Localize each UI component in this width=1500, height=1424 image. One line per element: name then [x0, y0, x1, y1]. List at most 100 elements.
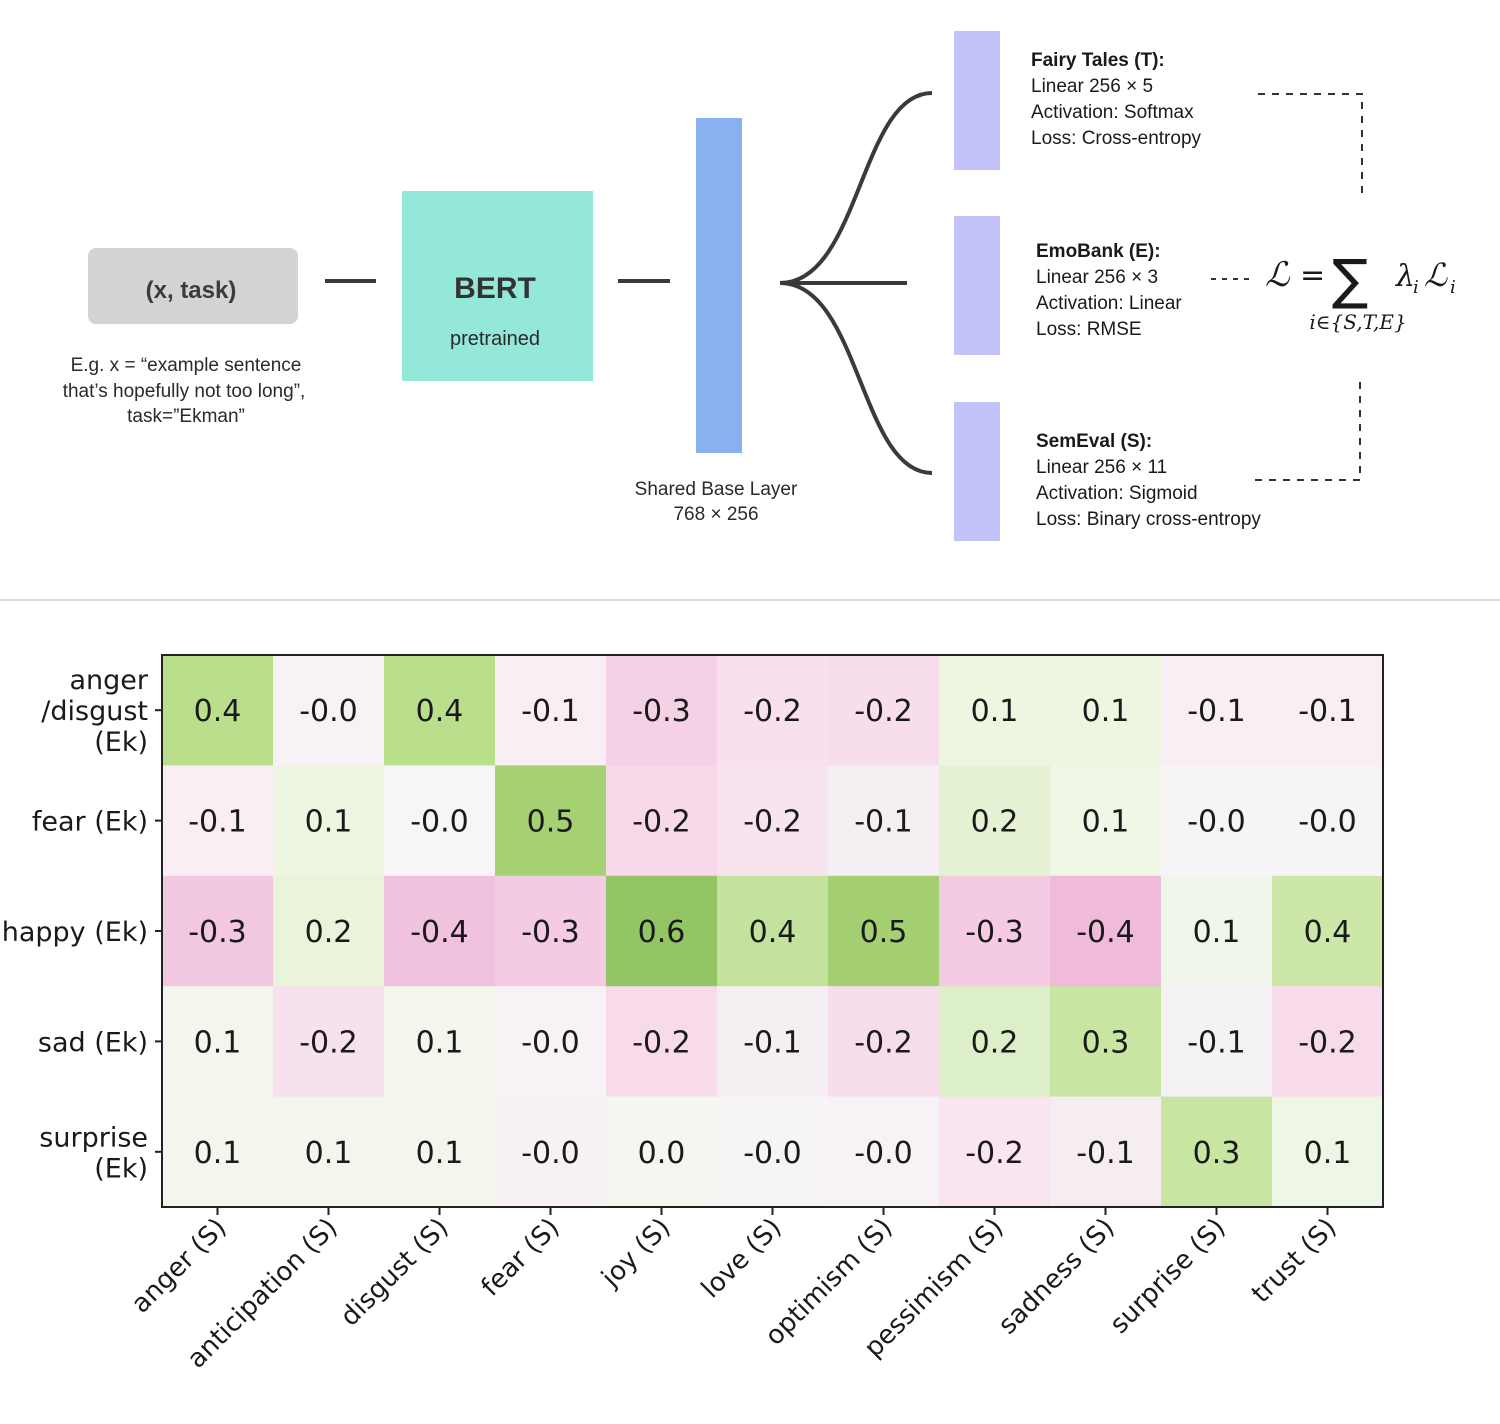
heatmap-cell: [273, 655, 385, 766]
heatmap-cell-value: -0.4: [1076, 915, 1135, 950]
heatmap-cell-value: -0.2: [632, 805, 691, 840]
column-label: fear (S): [476, 1213, 566, 1303]
heatmap-cell-value: -0.0: [521, 1136, 580, 1171]
lambda-symbol: λ: [1395, 259, 1415, 294]
heatmap-cell: [1050, 1096, 1162, 1208]
head-detail: Loss: Cross-entropy: [1031, 128, 1202, 149]
heatmap-cell-value: 0.0: [638, 1136, 686, 1171]
lambda-subscript: i: [1413, 277, 1419, 298]
heatmap-cell-value: -0.2: [854, 694, 913, 729]
input-caption-line: task=”Ekman”: [127, 406, 245, 427]
column-label: sadness (S): [993, 1213, 1121, 1341]
heatmap-cell-value: 0.1: [194, 1136, 242, 1171]
heatmap-cell-value: -0.2: [1298, 1025, 1357, 1060]
head-detail: Linear 256 × 5: [1031, 76, 1153, 97]
column-label: trust (S): [1246, 1213, 1342, 1309]
row-label: /disgust: [41, 696, 148, 727]
heatmap-cell-value: -0.3: [632, 694, 691, 729]
heatmap-cell-value: -0.0: [1187, 805, 1246, 840]
heatmap-cell: [606, 875, 718, 987]
heatmap-cell: [162, 986, 274, 1098]
loss-equals: =: [1300, 258, 1325, 293]
heatmap-cell-value: 0.4: [194, 694, 242, 729]
heatmap-cell-value: -0.0: [854, 1136, 913, 1171]
heatmap-cell: [939, 765, 1051, 877]
heatmap-cell-value: -0.1: [188, 805, 247, 840]
heatmap-cell-value: 0.5: [527, 805, 575, 840]
heatmap-cell: [939, 986, 1051, 1098]
heatmap-cell: [495, 986, 607, 1098]
heatmap-cell-value: -0.1: [521, 694, 580, 729]
shared-layer-dims: 768 × 256: [673, 504, 758, 525]
heatmap-column-labels: anger (S)anticipation (S)disgust (S) fear…: [126, 1207, 1342, 1374]
row-label: surprise: [39, 1122, 148, 1153]
heatmap-cell-value: -0.1: [1187, 1025, 1246, 1060]
heatmap-cell-value: -0.0: [521, 1025, 580, 1060]
head-detail: Activation: Softmax: [1031, 102, 1194, 123]
head-block-fairy-tales: [954, 31, 1000, 170]
heatmap-cell-value: -0.3: [965, 915, 1024, 950]
head-detail: Activation: Linear: [1036, 293, 1182, 314]
heatmap-cell: [606, 986, 718, 1098]
head-title: SemEval (S):: [1036, 431, 1152, 452]
heatmap-cell-value: 0.1: [305, 1136, 353, 1171]
heatmap-cell: [384, 765, 496, 877]
heatmap-cell-value: 0.1: [305, 805, 353, 840]
heatmap-cell-value: 0.5: [860, 915, 908, 950]
heatmap-cell-value: -0.0: [743, 1136, 802, 1171]
heatmap-cell: [717, 875, 829, 987]
loss-term-subscript: i: [1450, 277, 1456, 298]
heatmap-cell: [495, 875, 607, 987]
column-label: surprise (S): [1104, 1213, 1231, 1340]
column-label: joy (S): [595, 1213, 676, 1294]
heatmap-cell-value: -0.2: [299, 1025, 358, 1060]
dashed-connector-bottom: [1253, 382, 1361, 481]
heatmap-cell: [717, 1096, 829, 1208]
row-label: fear (Ek): [32, 807, 148, 838]
input-caption-line: E.g. x = “example sentence: [71, 355, 302, 376]
head-detail: Linear 256 × 3: [1036, 267, 1158, 288]
head-detail: Loss: RMSE: [1036, 319, 1142, 340]
branch-curve-top: [779, 91, 933, 285]
heatmap-cell: [384, 655, 496, 766]
heatmap-cell: [606, 1096, 718, 1208]
heatmap-cell: [1272, 986, 1384, 1098]
heatmap-cell-value: 0.2: [305, 915, 353, 950]
heatmap-cell: [1050, 765, 1162, 877]
heatmap-cell: [1050, 986, 1162, 1098]
heatmap-cell-value: -0.0: [1298, 805, 1357, 840]
bert-subtitle: pretrained: [450, 328, 540, 350]
heatmap-cell-value: 0.1: [416, 1025, 464, 1060]
input-caption-line: that’s hopefully not too long”,: [63, 381, 306, 402]
heatmap-cell-value: -0.2: [854, 1025, 913, 1060]
heatmap-cell: [1272, 765, 1384, 877]
heatmap-cell-value: 0.2: [971, 805, 1019, 840]
heatmap-cell: [1161, 1096, 1273, 1208]
head-title: Fairy Tales (T):: [1031, 50, 1165, 71]
heatmap-cell-value: -0.4: [410, 915, 469, 950]
heatmap-cell: [273, 765, 385, 877]
heatmap-cell: [162, 765, 274, 877]
sum-range: i∈{S,T,E}: [1309, 310, 1406, 334]
heatmap-cell: [828, 986, 940, 1098]
heatmap-cell-value: 0.1: [1082, 694, 1130, 729]
bert-title: BERT: [454, 272, 536, 305]
column-label: love (S): [696, 1213, 788, 1305]
heatmap-cell: [162, 655, 274, 766]
heatmap-cell: [717, 765, 829, 877]
heatmap-cells: [162, 655, 1384, 1208]
heatmap-cell: [162, 875, 274, 987]
dashed-connector-top: [1258, 93, 1363, 196]
heatmap-cell-value: 0.1: [1082, 805, 1130, 840]
head-block-semeval: [954, 402, 1000, 541]
heatmap-cell-value: -0.1: [743, 1025, 802, 1060]
heatmap-cell: [1161, 986, 1273, 1098]
heatmap-cell: [1050, 655, 1162, 766]
head-detail: Loss: Binary cross-entropy: [1036, 509, 1261, 530]
heatmap-cell-value: -0.1: [1076, 1136, 1135, 1171]
heatmap-cell-value: 0.1: [1304, 1136, 1352, 1171]
heatmap-cell-value: -0.0: [410, 805, 469, 840]
heatmap-cell: [495, 765, 607, 877]
heatmap-cell: [606, 765, 718, 877]
input-box-label: (x, task): [146, 277, 237, 304]
